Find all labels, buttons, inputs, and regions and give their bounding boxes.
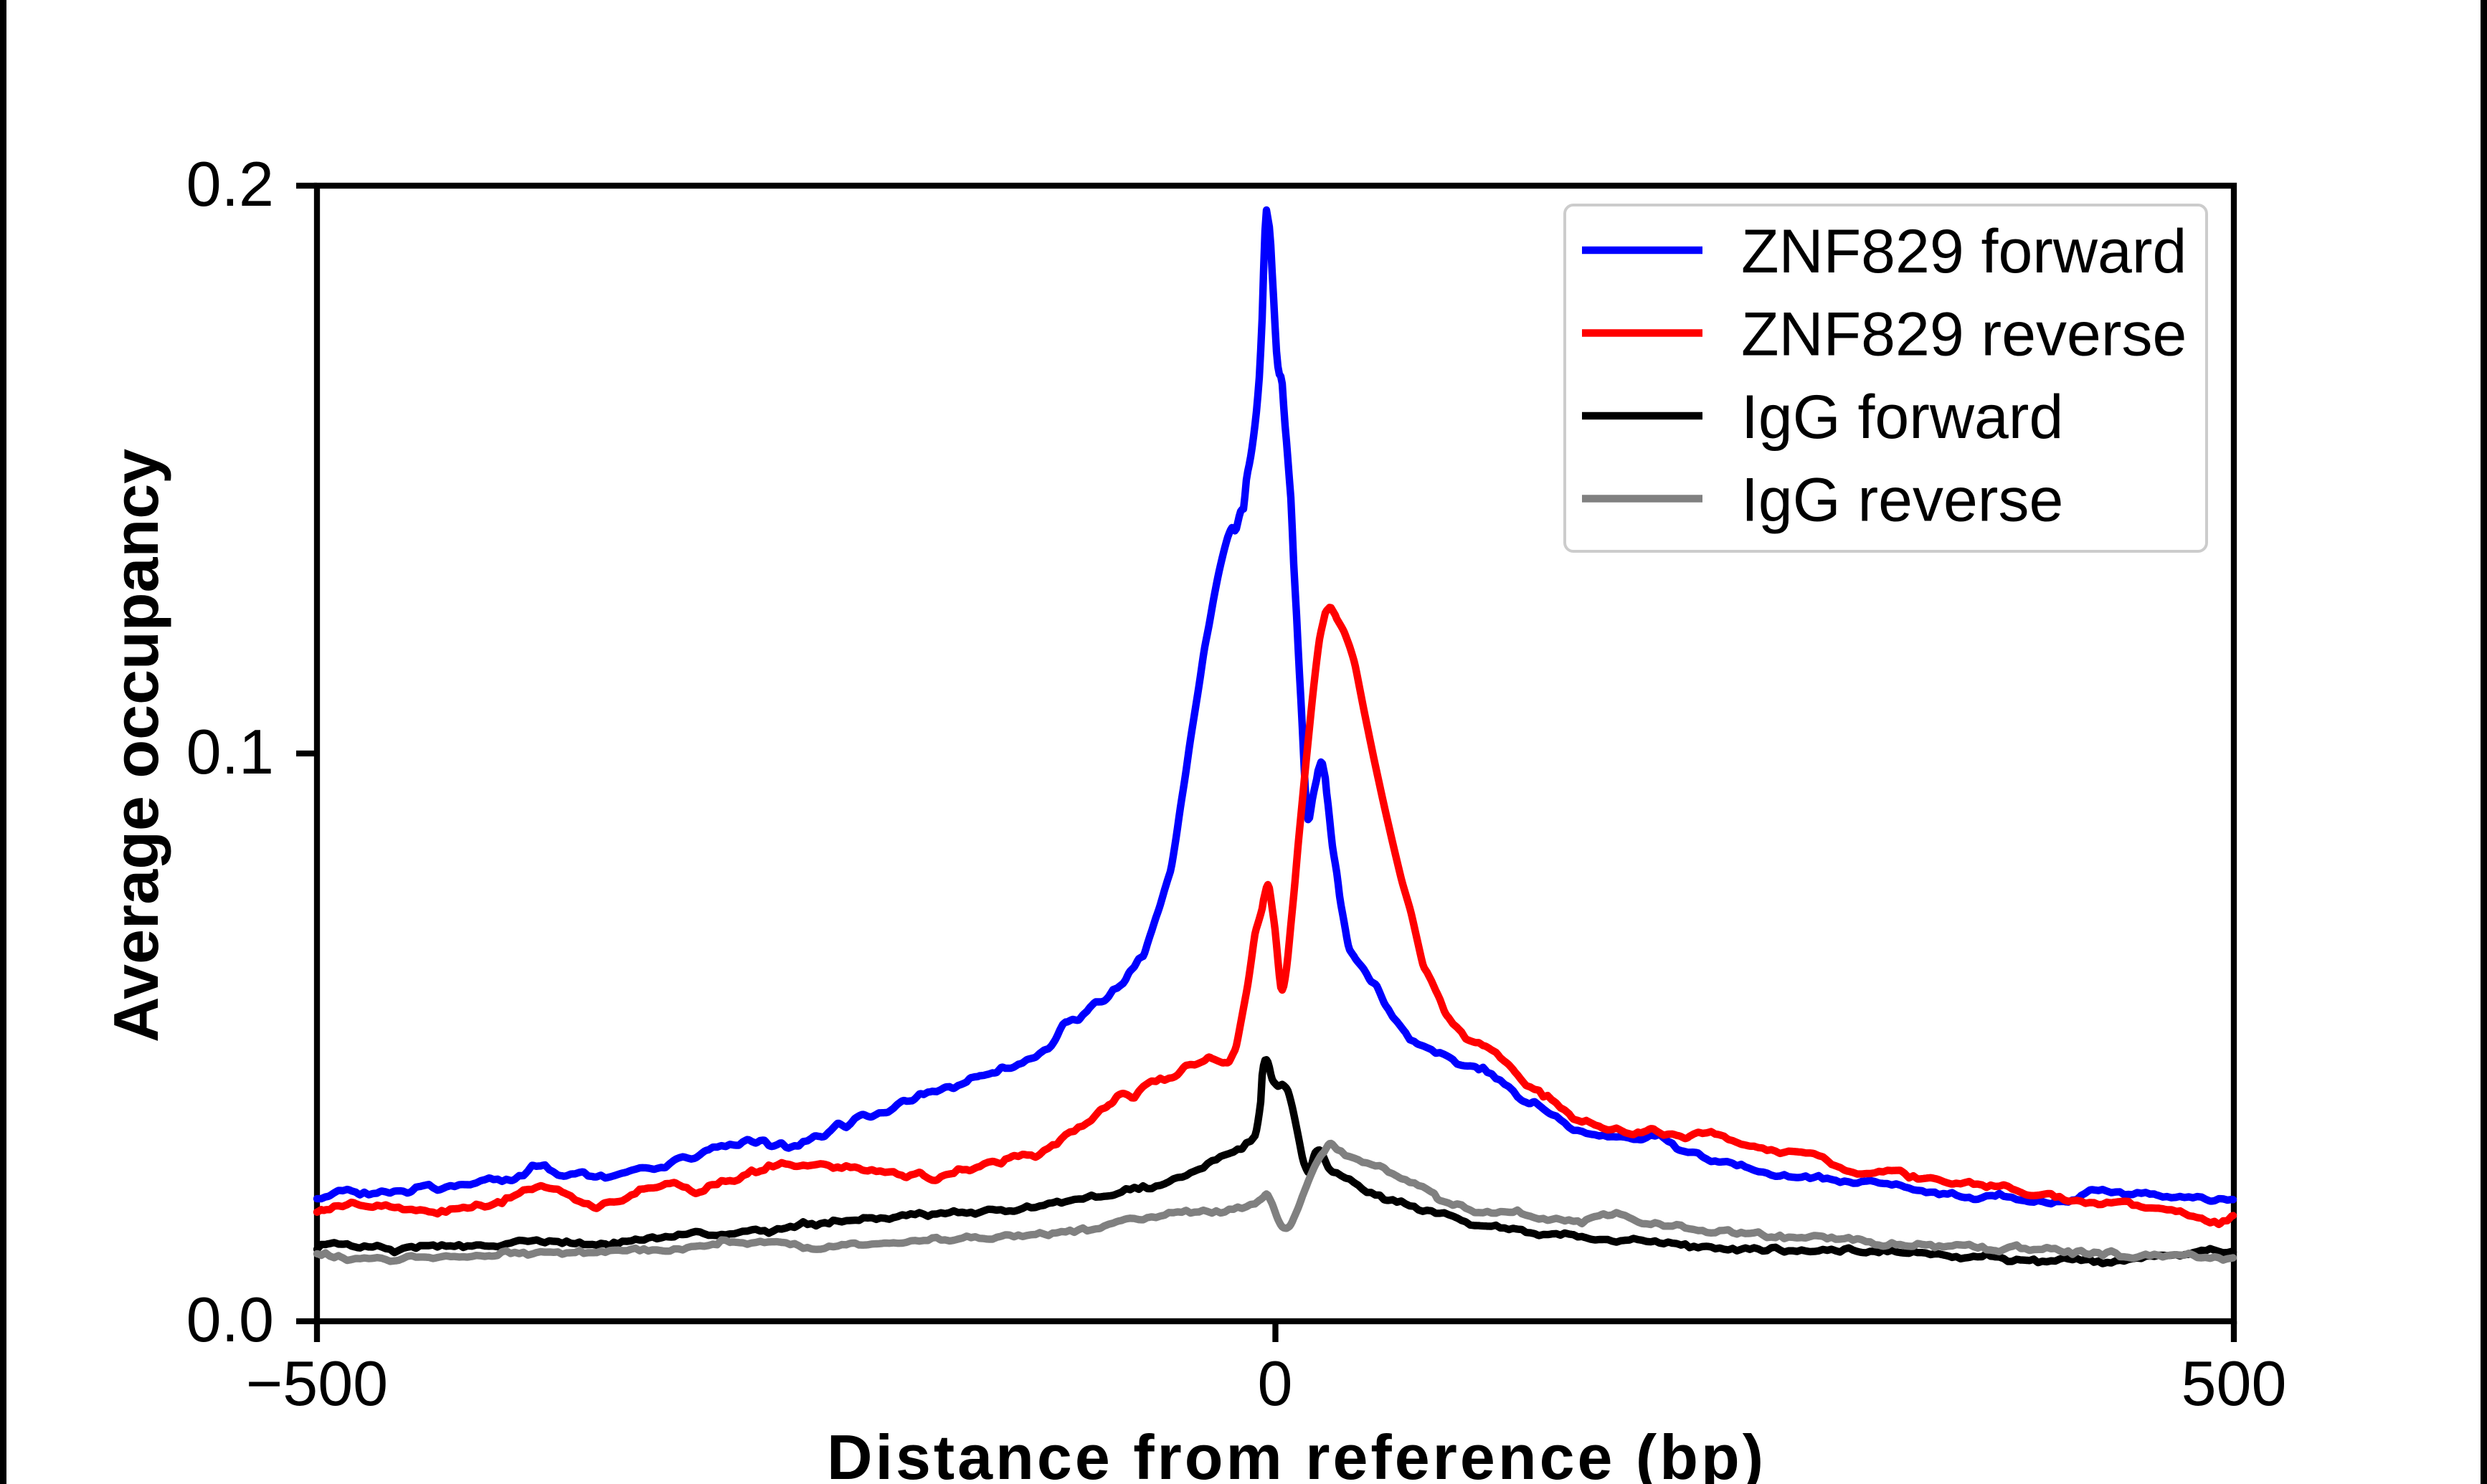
svg-text:IgG reverse: IgG reverse xyxy=(1741,466,2063,535)
svg-text:ZNF829 forward: ZNF829 forward xyxy=(1741,217,2187,286)
svg-text:0.2: 0.2 xyxy=(186,148,274,219)
svg-text:0.1: 0.1 xyxy=(186,716,274,787)
svg-text:Distance from reference (bp): Distance from reference (bp) xyxy=(827,1422,1766,1484)
svg-text:0.0: 0.0 xyxy=(186,1284,274,1355)
svg-text:IgG forward: IgG forward xyxy=(1741,383,2063,452)
svg-text:−500: −500 xyxy=(246,1348,388,1419)
svg-text:Average occupancy: Average occupancy xyxy=(100,449,171,1042)
svg-text:ZNF829 reverse: ZNF829 reverse xyxy=(1741,300,2187,369)
svg-text:500: 500 xyxy=(2182,1348,2287,1419)
svg-text:0: 0 xyxy=(1258,1348,1293,1419)
